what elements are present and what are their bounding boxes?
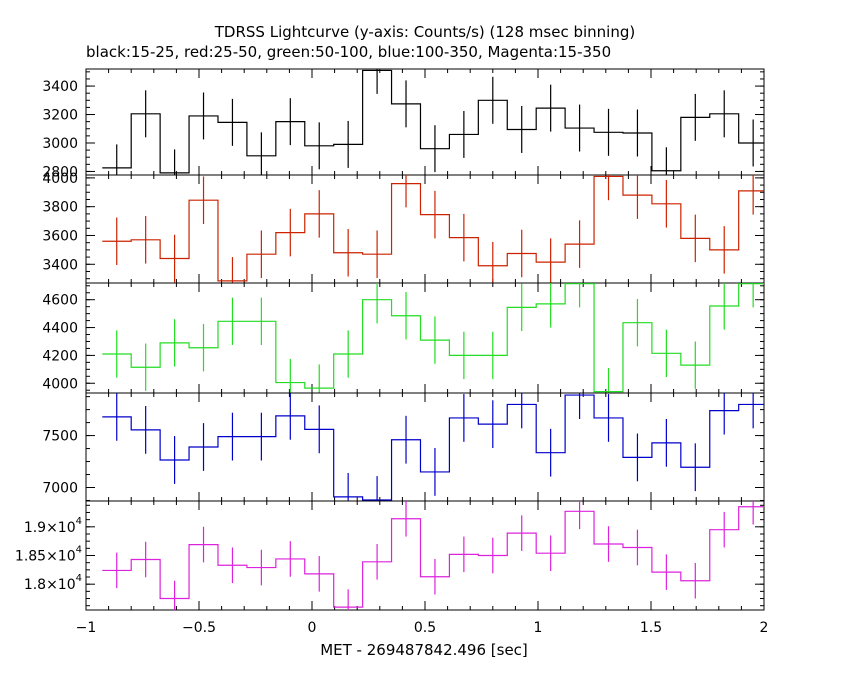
x-axis: −1 −0.5 0 0.5 1 1.5 2 <box>76 620 769 636</box>
y-tick-label: 3400 <box>42 79 78 95</box>
y-tick-label: 1.85×104 <box>15 545 82 565</box>
y-tick-label: 2800 <box>42 164 78 180</box>
panel-frame <box>85 500 765 611</box>
x-tick-label: −0.5 <box>182 620 216 636</box>
y-tick-label: 4600 <box>42 293 78 309</box>
y-tick-label: 4000 <box>42 171 78 187</box>
y-tick-label: 3400 <box>42 257 78 273</box>
panel-4: 7000 7500 <box>42 392 765 502</box>
x-tick-label: 2 <box>760 620 769 636</box>
y-tick-label: 7500 <box>42 429 78 445</box>
series-3 <box>102 283 764 393</box>
panel-frame <box>85 392 765 502</box>
series-4 <box>102 393 764 501</box>
panel-frame <box>85 282 765 394</box>
chart-title: TDRSS Lightcurve (y-axis: Counts/s) (128… <box>214 23 635 41</box>
panel-1: 2800 3000 3200 3400 <box>42 68 765 180</box>
series-2 <box>102 175 764 283</box>
x-tick-label: 0 <box>308 620 317 636</box>
y-tick-label: 1.8×104 <box>24 573 82 593</box>
y-tick-label: 4000 <box>42 376 78 392</box>
x-tick-label: −1 <box>76 620 97 636</box>
panels-group: 2800 3000 3200 3400 3400 3600 3800 4000 4000 4200… <box>15 68 765 611</box>
y-tick-label: 3200 <box>42 108 78 124</box>
y-tick-label: 4200 <box>42 348 78 364</box>
y-tick-label: 1.9×104 <box>24 516 82 536</box>
panel-5: 1.8×104 1.85×104 1.9×104 <box>15 500 765 611</box>
panel-3: 4000 4200 4400 4600 <box>42 282 765 394</box>
x-tick-label: 0.5 <box>414 620 436 636</box>
x-axis-label: MET - 269487842.496 [sec] <box>320 641 528 659</box>
panel-2: 3400 3600 3800 4000 <box>42 171 765 284</box>
y-tick-label: 7000 <box>42 481 78 497</box>
panel-frame <box>85 68 765 176</box>
y-tick-label: 3800 <box>42 200 78 216</box>
panel-frame <box>85 174 765 284</box>
series-5 <box>102 501 764 610</box>
series-step-line <box>102 394 764 501</box>
x-tick-label: 1.5 <box>640 620 662 636</box>
x-tick-label: 1 <box>534 620 543 636</box>
y-tick-label: 3000 <box>42 136 78 152</box>
y-tick-label: 3600 <box>42 228 78 244</box>
series-1 <box>102 69 764 175</box>
chart-subtitle: black:15-25, red:25-50, green:50-100, bl… <box>86 43 611 61</box>
y-tick-label: 4400 <box>42 321 78 337</box>
